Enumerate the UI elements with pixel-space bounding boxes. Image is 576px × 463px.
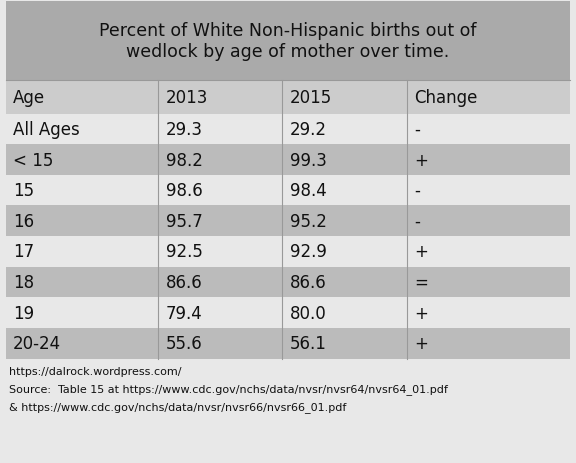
Text: 55.6: 55.6 [166, 335, 202, 352]
Text: 56.1: 56.1 [290, 335, 327, 352]
Bar [6, 328, 570, 359]
Bar [6, 267, 570, 298]
Text: 80.0: 80.0 [290, 304, 327, 322]
Text: 86.6: 86.6 [290, 274, 327, 291]
Text: 20-24: 20-24 [13, 335, 62, 352]
Text: All Ages: All Ages [13, 121, 80, 138]
Bar [6, 145, 570, 175]
Text: Percent of White Non-Hispanic births out of
wedlock by age of mother over time.: Percent of White Non-Hispanic births out… [99, 22, 477, 61]
Text: 98.4: 98.4 [290, 182, 327, 200]
Text: Change: Change [414, 89, 478, 106]
Text: 98.2: 98.2 [166, 151, 203, 169]
Text: Age: Age [13, 89, 46, 106]
Text: =: = [414, 274, 428, 291]
Bar [6, 114, 570, 145]
Bar [6, 175, 570, 206]
Text: https://dalrock.wordpress.com/: https://dalrock.wordpress.com/ [9, 366, 181, 376]
Text: -: - [414, 121, 420, 138]
Text: 29.3: 29.3 [166, 121, 203, 138]
Text: Source:  Table 15 at https://www.cdc.gov/nchs/data/nvsr/nvsr64/nvsr64_01.pdf: Source: Table 15 at https://www.cdc.gov/… [9, 383, 448, 394]
Text: 29.2: 29.2 [290, 121, 327, 138]
Text: 92.5: 92.5 [166, 243, 203, 261]
Bar [6, 298, 570, 328]
Text: 95.7: 95.7 [166, 213, 202, 230]
Text: < 15: < 15 [13, 151, 54, 169]
Text: +: + [414, 304, 428, 322]
Text: 98.6: 98.6 [166, 182, 202, 200]
Text: 2013: 2013 [166, 89, 208, 106]
Text: 17: 17 [13, 243, 35, 261]
Text: +: + [414, 335, 428, 352]
Bar [6, 206, 570, 237]
Text: 99.3: 99.3 [290, 151, 327, 169]
Bar [6, 81, 570, 114]
Text: -: - [414, 182, 420, 200]
Text: 2015: 2015 [290, 89, 332, 106]
Bar [6, 2, 570, 81]
Text: +: + [414, 243, 428, 261]
Text: -: - [414, 213, 420, 230]
Text: 92.9: 92.9 [290, 243, 327, 261]
Text: +: + [414, 151, 428, 169]
Bar [6, 237, 570, 267]
Text: 95.2: 95.2 [290, 213, 327, 230]
Text: 18: 18 [13, 274, 35, 291]
Text: & https://www.cdc.gov/nchs/data/nvsr/nvsr66/nvsr66_01.pdf: & https://www.cdc.gov/nchs/data/nvsr/nvs… [9, 401, 346, 412]
Text: 15: 15 [13, 182, 35, 200]
Text: 16: 16 [13, 213, 35, 230]
Text: 19: 19 [13, 304, 35, 322]
Text: 79.4: 79.4 [166, 304, 202, 322]
Text: 86.6: 86.6 [166, 274, 202, 291]
